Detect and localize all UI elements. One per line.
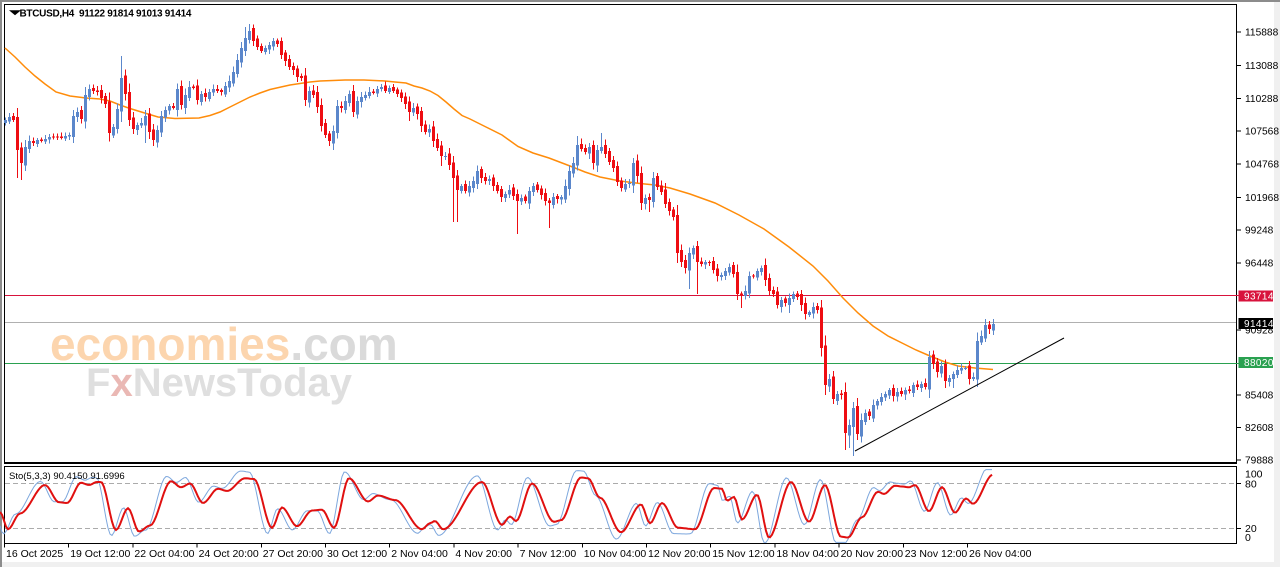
svg-text:27 Oct 20:00: 27 Oct 20:00 xyxy=(263,548,323,560)
svg-text:79888: 79888 xyxy=(1245,456,1274,467)
svg-text:104768: 104768 xyxy=(1245,160,1279,171)
svg-text:2 Nov 04:00: 2 Nov 04:00 xyxy=(391,548,448,560)
svg-text:85408: 85408 xyxy=(1245,391,1274,402)
svg-text:100: 100 xyxy=(1245,469,1263,481)
svg-text:24 Oct 20:00: 24 Oct 20:00 xyxy=(199,548,259,560)
svg-text:115888: 115888 xyxy=(1245,28,1279,39)
svg-text:19 Oct 12:00: 19 Oct 12:00 xyxy=(70,548,130,560)
svg-text:26 Nov 04:00: 26 Nov 04:00 xyxy=(969,548,1032,560)
svg-text:4 Nov 20:00: 4 Nov 20:00 xyxy=(455,548,512,560)
svg-text:economies.com: economies.com xyxy=(50,318,398,370)
svg-text:82608: 82608 xyxy=(1245,423,1274,434)
svg-text:BTCUSD,H4 91122 91814 91013 9: BTCUSD,H4 91122 91814 91013 91414 xyxy=(20,9,192,20)
svg-text:101968: 101968 xyxy=(1245,193,1279,204)
svg-text:99248: 99248 xyxy=(1245,225,1274,236)
svg-text:Sto(5,3,3) 90.4150 91.6996: Sto(5,3,3) 90.4150 91.6996 xyxy=(9,471,125,482)
svg-text:88020: 88020 xyxy=(1244,358,1274,369)
svg-text:10 Nov 04:00: 10 Nov 04:00 xyxy=(584,548,647,560)
svg-text:90928: 90928 xyxy=(1245,326,1274,337)
svg-text:110288: 110288 xyxy=(1245,94,1279,105)
svg-text:12 Nov 20:00: 12 Nov 20:00 xyxy=(648,548,711,560)
svg-text:16 Oct 2025: 16 Oct 2025 xyxy=(6,548,63,560)
svg-text:93714: 93714 xyxy=(1244,292,1274,303)
svg-text:96448: 96448 xyxy=(1245,259,1274,270)
svg-text:22 Oct 04:00: 22 Oct 04:00 xyxy=(134,548,194,560)
svg-text:23 Nov 12:00: 23 Nov 12:00 xyxy=(905,548,968,560)
svg-text:FxNewsToday: FxNewsToday xyxy=(86,361,353,405)
svg-text:113088: 113088 xyxy=(1245,61,1279,72)
svg-text:107568: 107568 xyxy=(1245,126,1279,137)
svg-text:30 Oct 12:00: 30 Oct 12:00 xyxy=(327,548,387,560)
svg-text:20: 20 xyxy=(1245,523,1257,535)
svg-text:91414: 91414 xyxy=(1244,319,1274,330)
svg-text:18 Nov 04:00: 18 Nov 04:00 xyxy=(776,548,839,560)
svg-text:0: 0 xyxy=(1245,532,1251,544)
svg-text:15 Nov 12:00: 15 Nov 12:00 xyxy=(712,548,775,560)
svg-text:20 Nov 20:00: 20 Nov 20:00 xyxy=(841,548,904,560)
svg-text:7 Nov 12:00: 7 Nov 12:00 xyxy=(520,548,577,560)
svg-text:80: 80 xyxy=(1245,479,1257,491)
